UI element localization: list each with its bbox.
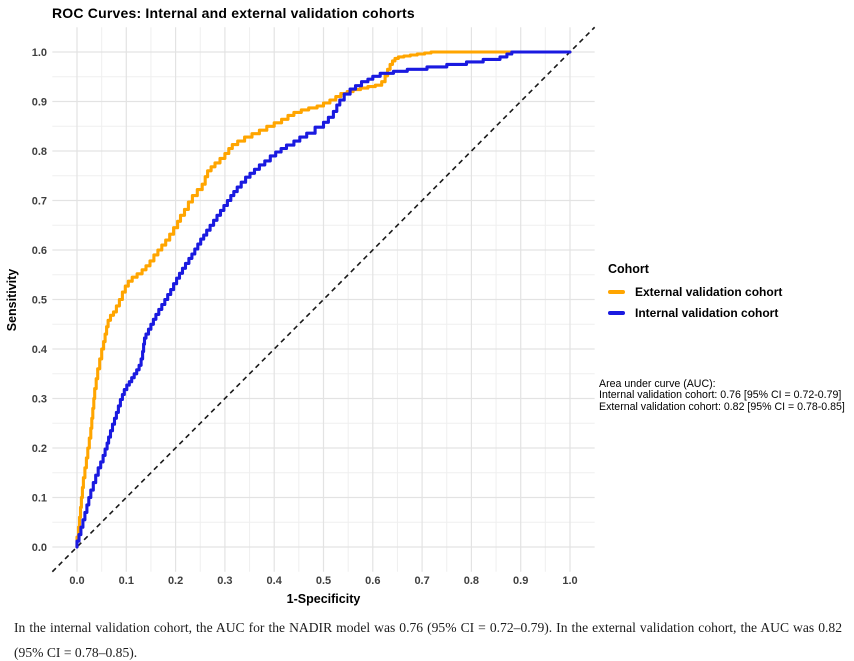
legend-item: Internal validation cohort — [608, 306, 782, 320]
x-tick-label: 0.5 — [316, 575, 331, 587]
x-tick-label: 1.0 — [562, 575, 577, 587]
x-tick-label: 0.3 — [217, 575, 232, 587]
legend-swatch-line — [608, 290, 625, 294]
auc-annotation-external: External validation cohort: 0.82 [95% CI… — [599, 400, 845, 413]
y-tick-label: 0.2 — [32, 443, 47, 455]
x-tick-label: 0.7 — [414, 575, 429, 587]
grid-major — [52, 27, 595, 572]
x-tick-label: 0.6 — [365, 575, 380, 587]
chart-title: ROC Curves: Internal and external valida… — [52, 5, 415, 21]
y-axis-title: Sensitivity — [5, 268, 19, 332]
x-tick-label: 0.8 — [464, 575, 479, 587]
roc-curve-external-validation-cohort — [75, 50, 572, 549]
y-tick-label: 0.7 — [32, 196, 47, 208]
x-axis-title: 1-Specificity — [286, 592, 361, 606]
y-tick-labels: 0.0 0.1 0.2 0.3 0.4 0.5 0.6 0.7 0.8 0.9 1.0 — [32, 47, 48, 554]
y-tick-label: 0.9 — [32, 97, 47, 109]
y-tick-label: 0.4 — [32, 344, 48, 356]
legend-item-label: Internal validation cohort — [635, 306, 779, 320]
y-tick-label: 0.6 — [32, 245, 47, 257]
y-tick-label: 0.0 — [32, 542, 47, 554]
legend-items: External validation cohort Internal valid… — [608, 285, 782, 320]
auc-annotation-internal: Internal validation cohort: 0.76 [95% CI… — [599, 389, 842, 402]
x-tick-label: 0.4 — [267, 575, 283, 587]
y-tick-label: 0.5 — [32, 295, 47, 307]
auc-annotation: Area under curve (AUC): Internal validat… — [599, 378, 845, 413]
x-tick-label: 0.9 — [513, 575, 528, 587]
roc-curve-internal-validation-cohort — [75, 50, 572, 549]
y-tick-label: 0.8 — [32, 146, 47, 158]
roc-chart: ROC Curves: Internal and external valida… — [5, 5, 845, 606]
legend: Cohort External validation cohort Interna… — [608, 262, 782, 327]
x-tick-label: 0.2 — [168, 575, 183, 587]
legend-item-label: External validation cohort — [635, 285, 783, 299]
y-tick-label: 0.3 — [32, 394, 47, 406]
x-tick-label: 0.0 — [69, 575, 84, 587]
roc-plot-area: 0.0 0.1 0.2 0.3 0.4 0.5 0.6 0.7 0.8 0.9 1.00.00.10… — [32, 26, 596, 587]
figure-caption: In the internal validation cohort, the A… — [14, 620, 842, 660]
x-tick-label: 0.1 — [119, 575, 134, 587]
legend-title: Cohort — [608, 262, 649, 276]
reference-diagonal-line — [51, 26, 596, 573]
x-tick-labels: 0.0 0.1 0.2 0.3 0.4 0.5 0.6 0.7 0.8 0.9 1.0 — [69, 575, 577, 587]
auc-annotation-header: Area under curve (AUC): — [599, 378, 716, 390]
y-tick-label: 0.1 — [32, 493, 47, 505]
y-tick-label: 1.0 — [32, 47, 47, 59]
legend-swatch-line — [608, 311, 625, 315]
legend-item: External validation cohort — [608, 285, 782, 299]
